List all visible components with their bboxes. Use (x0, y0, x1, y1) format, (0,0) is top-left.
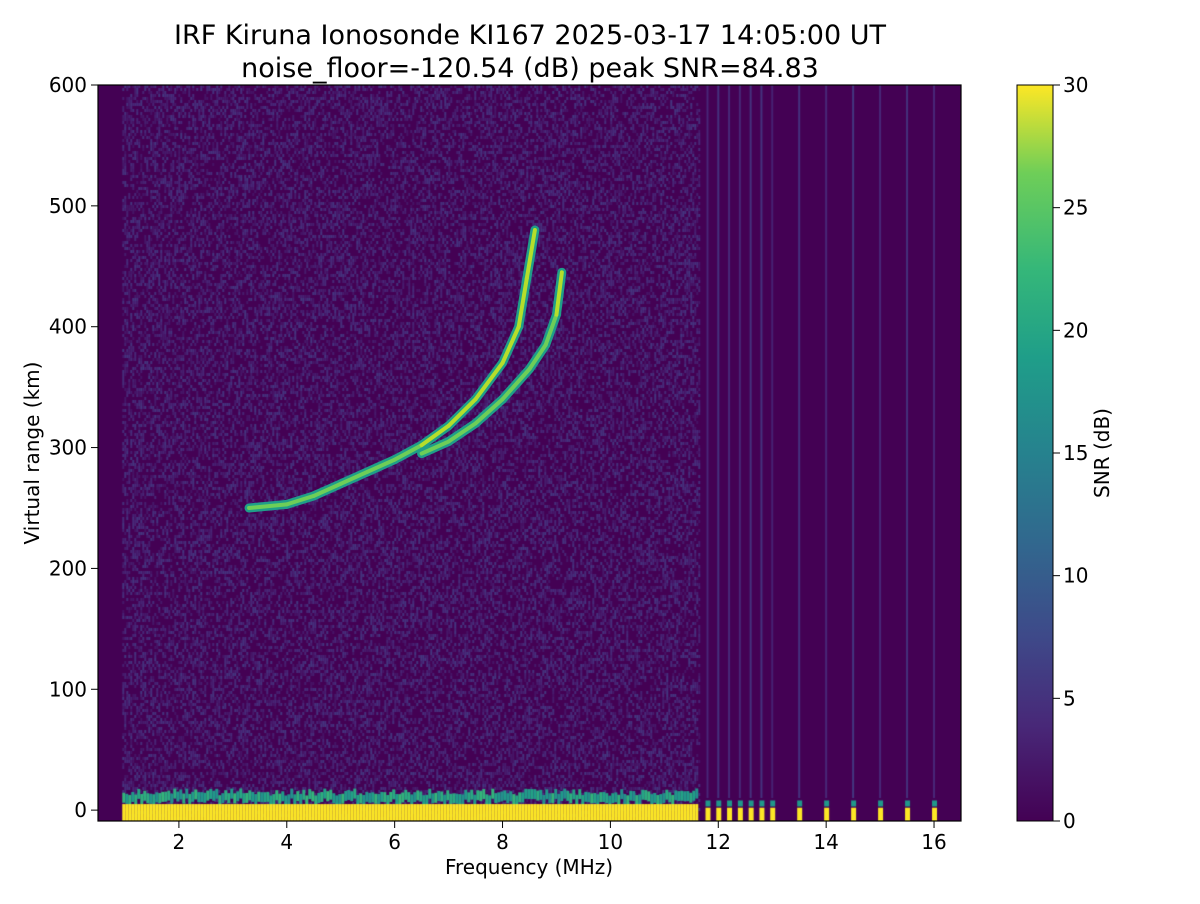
trace-segment (524, 228, 537, 281)
x-tick-label: 8 (496, 830, 509, 854)
x-axis: 2 4 6 8 10 12 14 16 (173, 821, 947, 854)
trace-segment (527, 342, 548, 372)
trace-segment (392, 443, 424, 462)
colorbar-tick-label: 30 (1063, 73, 1088, 97)
colorbar (1016, 84, 1054, 822)
trace-segment (473, 397, 505, 426)
trace-segment (284, 493, 316, 507)
x-tick-label: 6 (388, 830, 401, 854)
trace-segment (554, 270, 564, 317)
trace-x-mode (417, 267, 567, 459)
plot-frame (97, 84, 962, 822)
trace-segment (500, 324, 521, 365)
colorbar-axis: 0 5 10 15 20 25 30 (1053, 73, 1088, 833)
x-tick-label: 10 (598, 830, 623, 854)
colorbar-tick-label: 5 (1063, 686, 1076, 710)
colorbar-tick-label: 10 (1063, 564, 1088, 588)
trace-segment (365, 457, 397, 474)
chart-subtitle: noise_floor=-120.54 (dB) peak SNR=84.83 (241, 53, 819, 84)
colorbar-label: SNR (dB) (1090, 408, 1114, 498)
trace-segment (543, 312, 559, 347)
chart-title: IRF Kiruna Ionosonde KI167 2025-03-17 14… (174, 20, 887, 51)
trace-segment (473, 360, 505, 402)
y-tick-label: 200 (49, 556, 87, 580)
trace-segment (338, 469, 370, 486)
trace-segment (516, 276, 529, 329)
heatmap-canvas (98, 85, 961, 821)
y-axis: 0 100 200 300 400 500 600 (49, 73, 98, 822)
x-tick-label: 4 (280, 830, 293, 854)
trace-segment (311, 481, 343, 498)
x-axis-label: Frequency (MHz) (445, 855, 613, 879)
y-axis-label: Virtual range (km) (20, 362, 44, 545)
trace-segment (500, 367, 532, 402)
y-tick-label: 600 (49, 73, 87, 97)
trace-segment (419, 439, 451, 456)
trace-segment (446, 397, 478, 428)
trace-layer (244, 225, 567, 513)
x-tick-label: 2 (173, 830, 186, 854)
colorbar-tick-label: 20 (1063, 318, 1088, 342)
trace-segment (419, 423, 451, 448)
trace-o-mode (244, 225, 540, 513)
y-tick-label: 300 (49, 436, 87, 460)
trace-segment (247, 502, 289, 510)
colorbar-tick-label: 25 (1063, 196, 1088, 220)
colorbar-tick-label: 0 (1063, 809, 1076, 833)
y-tick-label: 400 (49, 315, 87, 339)
y-tick-label: 500 (49, 194, 87, 218)
trace-segment (446, 421, 478, 444)
y-tick-label: 100 (49, 677, 87, 701)
y-tick-label: 0 (74, 798, 87, 822)
x-tick-label: 14 (813, 830, 838, 854)
x-tick-label: 12 (706, 830, 731, 854)
colorbar-tick-label: 15 (1063, 441, 1088, 465)
x-tick-label: 16 (921, 830, 946, 854)
heatmap-area (98, 85, 961, 821)
